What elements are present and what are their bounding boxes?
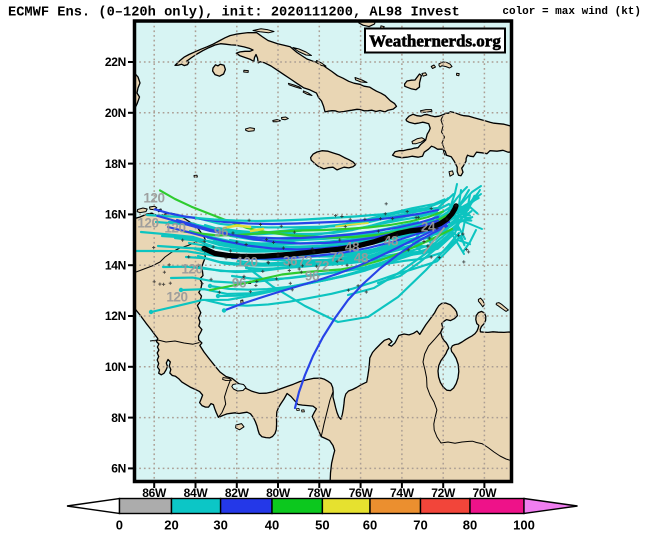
svg-text:80: 80	[463, 518, 477, 533]
svg-text:120: 120	[164, 221, 185, 236]
svg-text:48: 48	[354, 251, 369, 266]
svg-text:24: 24	[421, 220, 436, 235]
svg-text:48: 48	[384, 234, 399, 249]
svg-text:72: 72	[298, 254, 312, 269]
svg-text:16N: 16N	[105, 208, 126, 222]
svg-text:120: 120	[166, 290, 187, 305]
svg-text:72: 72	[315, 259, 329, 274]
svg-text:18N: 18N	[105, 157, 126, 171]
svg-text:120: 120	[181, 262, 202, 277]
svg-text:20N: 20N	[105, 106, 126, 120]
svg-text:96: 96	[232, 276, 247, 291]
svg-text:10N: 10N	[105, 360, 126, 374]
svg-text:96: 96	[214, 225, 229, 240]
svg-text:ECMWF Ens. (0–120h only), init: ECMWF Ens. (0–120h only), init: 20201112…	[8, 6, 460, 21]
svg-text:120: 120	[143, 191, 164, 206]
svg-text:72: 72	[330, 250, 344, 265]
svg-text:76W: 76W	[349, 486, 374, 500]
svg-text:50: 50	[315, 518, 329, 533]
svg-text:8N: 8N	[111, 411, 126, 425]
svg-text:30: 30	[213, 518, 227, 533]
svg-text:60: 60	[363, 518, 377, 533]
svg-text:12N: 12N	[105, 309, 126, 323]
svg-text:100: 100	[513, 518, 535, 533]
svg-text:120: 120	[137, 216, 158, 231]
svg-text:74W: 74W	[390, 486, 415, 500]
svg-text:40: 40	[265, 518, 279, 533]
svg-text:96: 96	[305, 269, 320, 284]
svg-text:80W: 80W	[266, 486, 291, 500]
svg-text:72W: 72W	[431, 486, 456, 500]
svg-text:82W: 82W	[225, 486, 250, 500]
svg-text:Weathernerds.org: Weathernerds.org	[369, 32, 501, 51]
svg-text:20: 20	[164, 518, 178, 533]
svg-text:0: 0	[116, 518, 123, 533]
svg-text:86W: 86W	[142, 486, 167, 500]
svg-text:70W: 70W	[473, 486, 498, 500]
svg-text:color = max wind (kt): color = max wind (kt)	[502, 6, 641, 18]
svg-text:70: 70	[413, 518, 427, 533]
svg-text:78W: 78W	[307, 486, 332, 500]
svg-text:22N: 22N	[105, 55, 126, 69]
svg-text:48: 48	[345, 240, 360, 255]
svg-text:84W: 84W	[184, 486, 209, 500]
svg-text:36: 36	[283, 254, 298, 269]
svg-text:6N: 6N	[111, 462, 126, 476]
svg-text:120: 120	[236, 255, 257, 270]
svg-text:14N: 14N	[105, 258, 126, 272]
